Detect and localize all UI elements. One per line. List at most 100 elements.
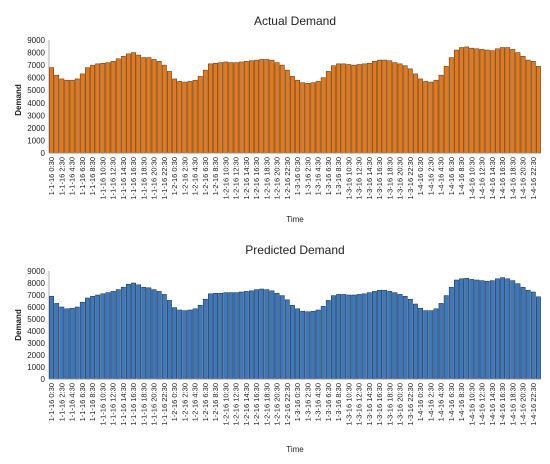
bar xyxy=(341,63,347,154)
x-tick-label: 1-4-16 4:30 xyxy=(437,383,446,421)
bar xyxy=(484,280,490,380)
y-axis: 0 1000 2000 3000 4000 5000 6000 7000 8000 9000 xyxy=(27,36,50,158)
bar xyxy=(64,308,70,380)
bar xyxy=(495,278,500,380)
chart-title: Predicted Demand xyxy=(245,243,344,257)
x-tick-label: 1-2-16 16:30 xyxy=(252,383,261,426)
bar xyxy=(346,64,352,154)
bar xyxy=(305,83,311,154)
x-tick-label: 1-3-16 10:30 xyxy=(344,157,353,200)
bar xyxy=(433,308,439,380)
bar xyxy=(295,79,300,154)
y-tick-label: 6000 xyxy=(27,74,45,83)
x-tick-label: 1-2-16 20:30 xyxy=(273,383,282,426)
bar xyxy=(361,63,367,154)
bar xyxy=(310,82,316,154)
x-tick-label: 1-2-16 12:30 xyxy=(232,157,241,200)
x-tick-label: 1-4-16 22:30 xyxy=(529,157,538,200)
bar xyxy=(310,310,316,380)
bar xyxy=(274,62,280,154)
x-tick-label: 1-1-16 20:30 xyxy=(150,157,159,200)
bar xyxy=(325,300,331,380)
bar xyxy=(187,81,193,154)
bar xyxy=(479,49,485,154)
bar xyxy=(69,307,75,380)
x-tick-label: 1-4-16 12:30 xyxy=(478,383,487,426)
bar xyxy=(515,283,521,380)
bar xyxy=(90,64,95,154)
bar xyxy=(146,287,152,380)
bar xyxy=(187,309,193,380)
bar xyxy=(131,52,136,154)
bar xyxy=(182,310,188,380)
bar xyxy=(413,73,418,154)
bar xyxy=(520,286,526,380)
bar xyxy=(223,292,229,380)
bar xyxy=(269,290,275,380)
x-tick-label: 1-1-16 4:30 xyxy=(68,157,77,195)
bar xyxy=(366,292,372,380)
x-tick-label: 1-4-16 12:30 xyxy=(478,157,487,200)
bar xyxy=(495,48,500,154)
bar xyxy=(438,74,444,154)
bar xyxy=(484,49,490,154)
x-tick-label: 1-1-16 10:30 xyxy=(98,157,107,200)
bar xyxy=(387,291,393,380)
y-axis-label: Demand xyxy=(14,84,23,116)
bar xyxy=(295,308,300,380)
bar xyxy=(126,283,131,380)
x-tick-label: 1-1-16 16:30 xyxy=(129,383,138,426)
x-tick-label: 1-2-16 16:30 xyxy=(252,157,261,200)
bar xyxy=(530,61,536,154)
bar xyxy=(290,304,295,380)
y-tick-label: 3000 xyxy=(27,339,45,348)
x-tick-label: 1-2-16 18:30 xyxy=(262,157,271,200)
bar xyxy=(474,279,480,380)
y-tick-label: 0 xyxy=(41,375,46,384)
x-tick-label: 1-2-16 12:30 xyxy=(232,383,241,426)
y-tick-label: 1000 xyxy=(27,363,45,372)
y-tick-label: 7000 xyxy=(27,291,45,300)
bar xyxy=(331,295,336,380)
x-tick-label: 1-3-16 4:30 xyxy=(314,157,323,195)
bar xyxy=(141,57,147,154)
bar xyxy=(372,291,377,380)
bar xyxy=(279,295,285,380)
bar xyxy=(443,295,449,380)
x-tick-label: 1-2-16 22:30 xyxy=(283,157,292,200)
y-axis-label: Demand xyxy=(14,309,23,341)
bar xyxy=(228,62,234,154)
x-tick-label: 1-1-16 6:30 xyxy=(78,157,87,195)
x-tick-label: 1-4-16 8:30 xyxy=(457,383,466,421)
bar xyxy=(392,62,398,154)
x-tick-label: 1-4-16 16:30 xyxy=(498,383,507,426)
bar xyxy=(74,306,80,380)
bar xyxy=(208,63,213,154)
x-tick-label: 1-3-16 14:30 xyxy=(365,157,374,200)
bar xyxy=(85,67,90,154)
y-tick-label: 4000 xyxy=(27,99,45,108)
bar xyxy=(141,286,147,380)
predicted-demand-chart: Predicted Demand Demand Time 0 1000 2000 30… xyxy=(14,243,541,454)
x-tick-label: 1-1-16 18:30 xyxy=(139,157,148,200)
x-tick-label: 1-2-16 10:30 xyxy=(221,383,230,426)
x-tick-label: 1-2-16 10:30 xyxy=(221,157,230,200)
bar xyxy=(325,71,331,154)
bar xyxy=(382,289,388,380)
x-axis-label: Time xyxy=(286,445,304,454)
bar xyxy=(54,303,60,380)
bar xyxy=(100,293,106,380)
y-tick-label: 2000 xyxy=(27,351,45,360)
x-tick-label: 1-3-16 22:30 xyxy=(406,383,415,426)
bar xyxy=(510,49,516,154)
bar xyxy=(110,291,116,380)
x-tick-label: 1-1-16 4:30 xyxy=(68,383,77,421)
bar xyxy=(305,311,311,380)
bar xyxy=(402,295,408,380)
x-tick-label: 1-1-16 8:30 xyxy=(88,383,97,421)
x-axis: 1-1-16 0:30 1-1-16 2:30 1-1-16 4:30 1-1-16 … xyxy=(47,152,541,200)
bar xyxy=(64,79,70,154)
bar xyxy=(536,296,541,380)
bar xyxy=(238,291,244,380)
bar xyxy=(238,61,244,154)
